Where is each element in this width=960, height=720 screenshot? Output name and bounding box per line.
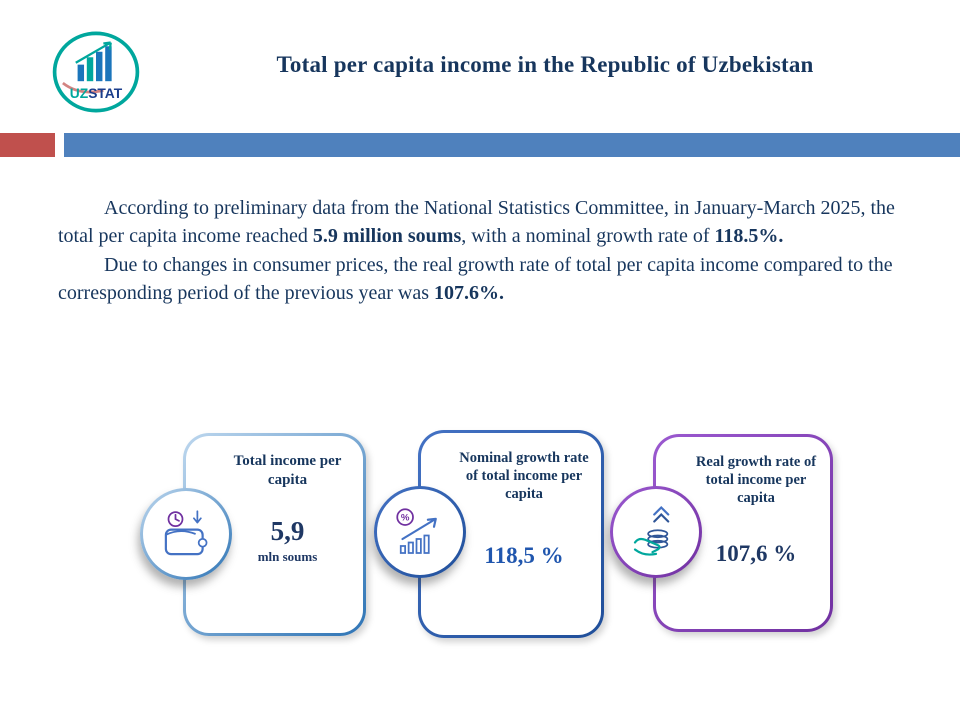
- card-value: 107,6 %: [715, 541, 797, 567]
- badge-circle: %: [377, 489, 463, 575]
- card-real-growth: Real growth rate of total income per cap…: [653, 434, 833, 632]
- card-total-income-badge: [140, 488, 232, 580]
- percent-growth-icon: %: [396, 508, 437, 554]
- text-segment: Due to changes in consumer prices, the r…: [58, 253, 893, 305]
- svg-text:UZSTAT: UZSTAT: [70, 86, 123, 101]
- card-unit: mln soums: [257, 548, 318, 564]
- paragraph-2: Due to changes in consumer prices, the r…: [58, 251, 912, 308]
- intro-text: According to preliminary data from the N…: [58, 194, 912, 308]
- card-nominal-growth: Nominal growth rate of total income per …: [418, 430, 604, 638]
- accent-band-red: [0, 133, 55, 157]
- text-segment-bold: 5.9 million soums: [312, 225, 462, 248]
- card-title: Nominal growth rate of total income per …: [459, 450, 589, 503]
- logo-text-uz: UZ: [70, 86, 89, 101]
- text-segment-bold: 118.5%.: [714, 225, 784, 248]
- card-value: 118,5 %: [484, 543, 564, 569]
- accent-band-blue: [64, 133, 960, 157]
- paragraph-1: According to preliminary data from the N…: [58, 194, 912, 251]
- card-title: Total income per capita: [233, 453, 342, 488]
- card-value: 5,9: [270, 515, 305, 546]
- text-segment: , with a nominal growth rate of: [461, 225, 715, 248]
- wallet-icon: [164, 510, 208, 556]
- logo-text-stat: STAT: [88, 86, 123, 101]
- badge-circle: [613, 489, 699, 575]
- card-real-growth-badge: [610, 486, 702, 578]
- page-title: Total per capita income in the Republic …: [276, 52, 814, 77]
- uzstat-logo: UZSTAT: [50, 26, 142, 118]
- card-title: Real growth rate of total income per cap…: [695, 454, 817, 507]
- card-nominal-growth-badge: %: [374, 486, 466, 578]
- badge-circle: [143, 491, 229, 577]
- uzstat-logo-icon: UZSTAT: [52, 31, 140, 113]
- text-segment-bold: 107.6%.: [434, 282, 504, 305]
- text-segment: According to preliminary data from the N…: [58, 197, 895, 248]
- svg-text:%: %: [401, 513, 410, 524]
- coins-growth-icon: [633, 505, 670, 556]
